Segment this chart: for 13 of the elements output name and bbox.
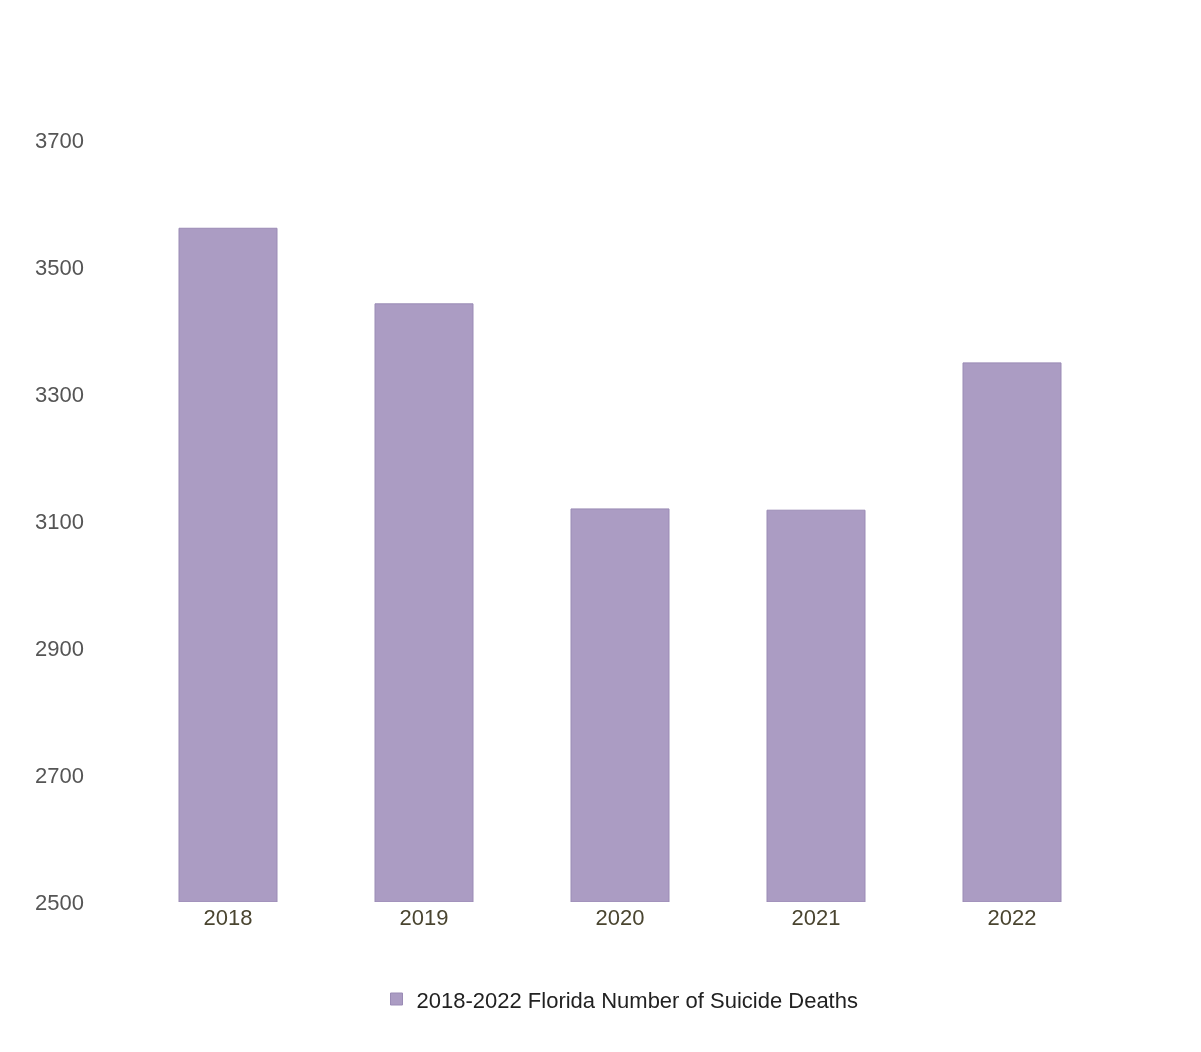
x-tick-label: 2020 <box>595 905 645 930</box>
y-tick-label: 3700 <box>35 127 84 153</box>
x-tick-label: 2021 <box>791 905 841 930</box>
y-tick-label: 2500 <box>35 889 84 915</box>
y-tick-label: 2700 <box>35 762 84 788</box>
y-tick-label: 3300 <box>35 381 84 407</box>
y-tick-label: 2900 <box>35 635 84 661</box>
y-tick-label: 3100 <box>35 508 84 534</box>
x-tick-label: 2018 <box>203 905 253 930</box>
x-tick-label: 2022 <box>987 905 1037 930</box>
legend-label: 2018-2022 Florida Number of Suicide Deaths <box>416 987 858 1013</box>
x-tick-label: 2019 <box>399 905 449 930</box>
y-tick-label: 3500 <box>35 254 84 280</box>
